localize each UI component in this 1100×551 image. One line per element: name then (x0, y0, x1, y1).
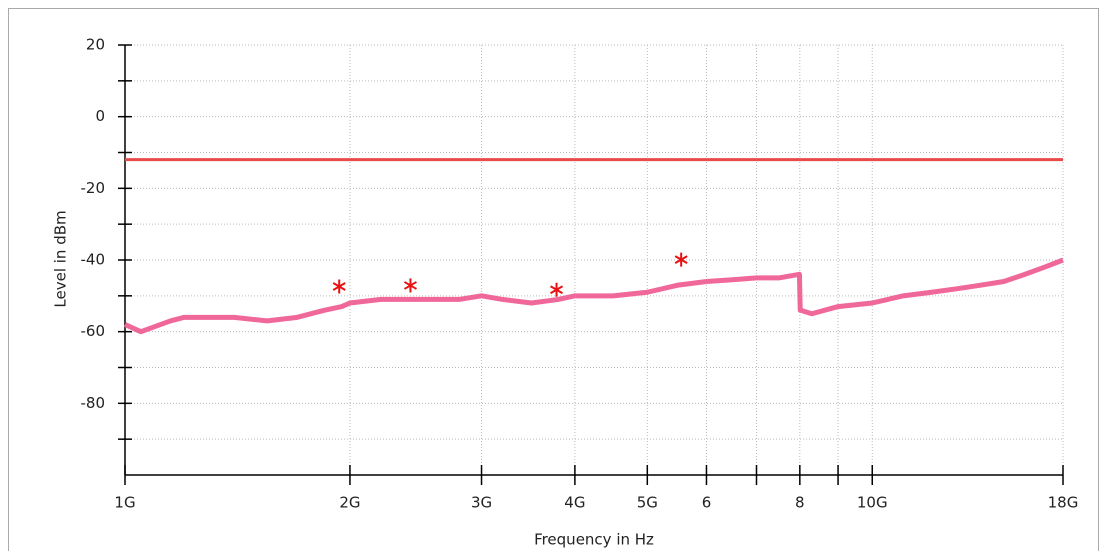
y-tick-label: -20 (81, 179, 106, 197)
x-axis-label: Frequency in Hz (534, 531, 654, 549)
x-tick-label: 6 (702, 494, 712, 512)
y-tick-label: -40 (81, 251, 106, 269)
y-tick-label: -80 (81, 394, 106, 412)
y-tick-label: 20 (86, 36, 105, 54)
frame (8, 8, 1099, 551)
x-tick-label: 1G (114, 494, 135, 512)
x-tick-label: 5G (637, 494, 658, 512)
series-line (123, 257, 1064, 335)
peak-marker (332, 279, 346, 294)
x-tick-label: 18G (1048, 494, 1079, 512)
y-tick-label: 0 (95, 107, 105, 125)
x-tick-label: 2G (339, 494, 360, 512)
y-axis-label: Level in dBm (52, 210, 70, 307)
peak-marker (674, 252, 688, 267)
peak-marker (403, 278, 417, 293)
x-tick-label: 4G (564, 494, 585, 512)
x-tick-label: 10G (857, 494, 888, 512)
y-tick-label: -60 (81, 322, 106, 340)
x-tick-label: 3G (471, 494, 492, 512)
peak-marker (550, 282, 564, 297)
x-tick-label: 8 (795, 494, 805, 512)
